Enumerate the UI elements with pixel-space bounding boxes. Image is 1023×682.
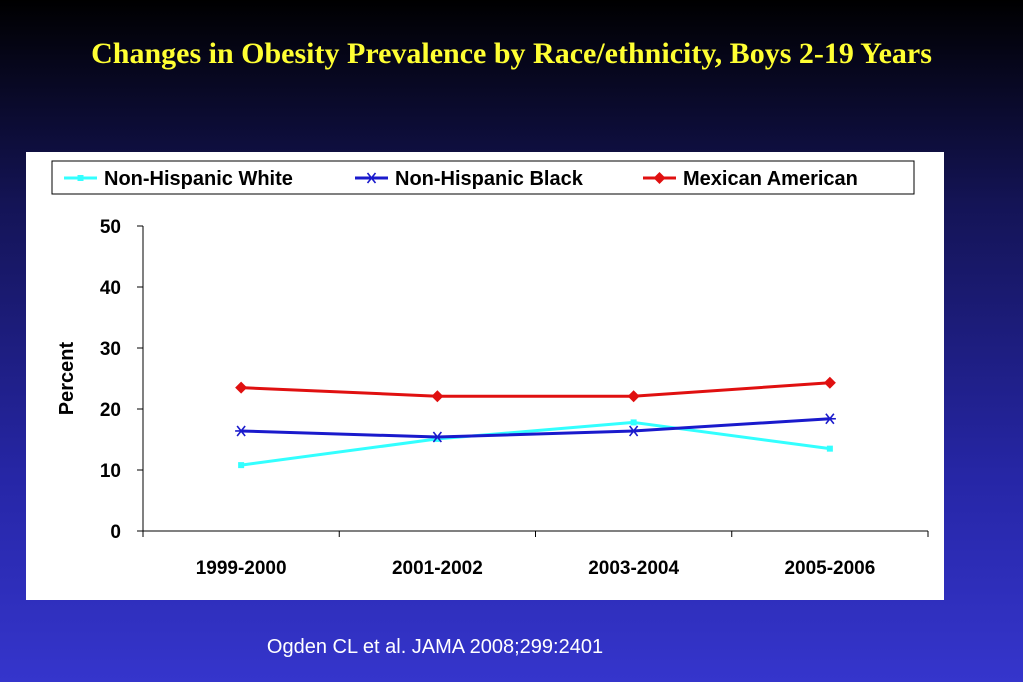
y-tick-label: 30 <box>100 339 121 360</box>
y-tick-label: 10 <box>100 461 121 482</box>
data-point-mexican-american <box>235 381 248 394</box>
series-line-non-hispanic-white <box>240 420 831 467</box>
data-point-non-hispanic-black <box>431 431 444 443</box>
y-tick-label: 20 <box>100 400 121 421</box>
data-point-non-hispanic-black <box>823 413 836 425</box>
y-tick-label: 40 <box>100 278 121 299</box>
legend-marker-mexican-american <box>653 172 666 184</box>
data-point-non-hispanic-black <box>235 425 248 437</box>
line-chart: 0 10 20 30 40 50 1999-2000 2001-2002 2003-2004 20… <box>51 160 929 579</box>
legend-label-non-hispanic-black: Non-Hispanic Black <box>395 168 584 190</box>
series-line-mexican-american <box>241 381 830 398</box>
data-point-non-hispanic-white <box>238 462 245 469</box>
y-tick-label: 0 <box>110 522 121 543</box>
x-tick-label: 2003-2004 <box>588 558 679 579</box>
data-point-mexican-american <box>627 390 640 403</box>
legend-marker-non-hispanic-black <box>365 172 378 184</box>
data-point-mexican-american <box>431 390 444 403</box>
data-point-non-hispanic-white <box>826 445 833 452</box>
x-tick-label: 2005-2006 <box>784 558 875 579</box>
data-point-non-hispanic-white <box>434 435 441 442</box>
chart-panel: 0 10 20 30 40 50 1999-2000 2001-2002 2003-2004 20… <box>26 152 944 600</box>
legend-label-non-hispanic-white: Non-Hispanic White <box>104 168 293 190</box>
y-axis-label: Percent <box>56 341 78 415</box>
citation: Ogden CL et al. JAMA 2008;299:2401 <box>266 636 604 658</box>
data-point-non-hispanic-black <box>627 425 640 437</box>
x-tick-label: 2001-2002 <box>392 558 483 579</box>
legend-marker-non-hispanic-white <box>77 175 84 181</box>
slide-title: Changes in Obesity Prevalence by Race/et… <box>91 37 932 70</box>
data-point-non-hispanic-white <box>630 419 637 426</box>
y-tick-label: 50 <box>100 217 121 238</box>
legend-label-mexican-american: Mexican American <box>683 168 858 190</box>
legend-box <box>51 160 915 195</box>
series-line-non-hispanic-black <box>241 417 830 439</box>
data-point-mexican-american <box>823 376 836 389</box>
x-tick-label: 1999-2000 <box>196 558 287 579</box>
